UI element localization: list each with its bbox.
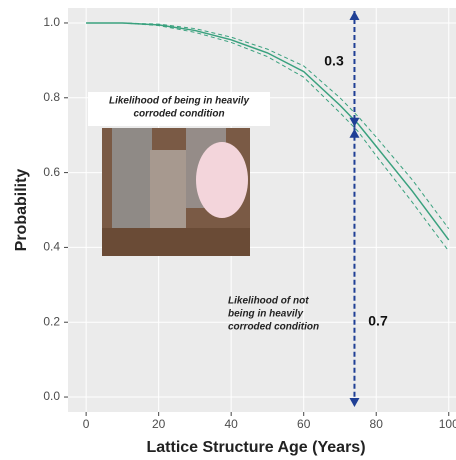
photo-hand <box>196 142 248 218</box>
photo <box>102 128 250 256</box>
annotation-text: Likelihood of not <box>228 296 309 307</box>
y-tick-label: 0.0 <box>43 389 60 403</box>
y-axis-title: Probability <box>13 169 30 252</box>
x-tick-label: 80 <box>370 417 384 431</box>
x-tick-label: 100 <box>439 417 456 431</box>
x-tick-label: 20 <box>152 417 166 431</box>
x-tick-label: 60 <box>297 417 311 431</box>
annotation-value: 0.3 <box>324 53 344 69</box>
annotation-value: 0.7 <box>368 313 388 329</box>
annotation-text: corroded condition <box>228 322 319 333</box>
y-tick-label: 0.6 <box>43 165 60 179</box>
x-axis-title: Lattice Structure Age (Years) <box>146 439 365 456</box>
y-tick-label: 1.0 <box>43 15 60 29</box>
y-tick-label: 0.4 <box>43 240 60 254</box>
x-tick-label: 40 <box>224 417 238 431</box>
x-tick-label: 0 <box>83 417 90 431</box>
annotation-text: Likelihood of being in heavily <box>109 96 249 107</box>
annotation-text: corroded condition <box>133 109 224 120</box>
photo-soil <box>102 228 250 256</box>
y-tick-label: 0.2 <box>43 314 60 328</box>
chart: Lattice Structure Age (Years) Probabilit… <box>0 0 456 460</box>
y-tick-label: 0.8 <box>43 90 60 104</box>
annotation-text: being in heavily <box>228 309 303 320</box>
